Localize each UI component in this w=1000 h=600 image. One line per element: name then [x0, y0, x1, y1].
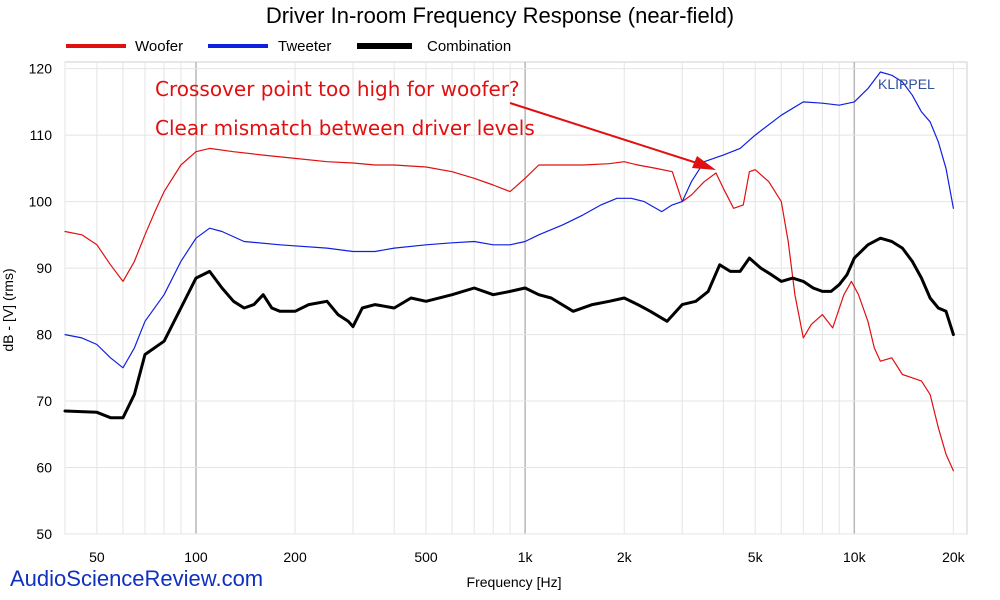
y-tick-labels: 50 60 70 80 90 100 110 120 — [29, 61, 53, 542]
series-layer — [63, 71, 955, 472]
annotation-arrow-head — [692, 156, 716, 170]
annotation-mismatch: Clear mismatch between driver levels — [155, 116, 535, 140]
x-tick-label: 100 — [184, 549, 208, 565]
series-line-woofer — [64, 147, 954, 472]
x-axis-label: Frequency [Hz] — [467, 574, 562, 590]
y-tick-label: 70 — [36, 393, 52, 409]
y-axis-label: dB - [V] (rms) — [0, 268, 16, 351]
x-tick-label: 2k — [617, 549, 633, 565]
y-tick-label: 60 — [36, 460, 52, 476]
y-tick-label: 80 — [36, 327, 52, 343]
site-credit: AudioScienceReview.com — [10, 566, 263, 591]
legend-label-tweeter: Tweeter — [278, 38, 331, 55]
annotation-arrow-line — [509, 102, 701, 165]
y-tick-label: 120 — [29, 61, 53, 77]
legend-label-woofer: Woofer — [135, 38, 183, 55]
x-tick-label: 10k — [843, 549, 867, 565]
series-line-tweeter — [64, 71, 954, 369]
annotation-crossover: Crossover point too high for woofer? — [155, 77, 520, 101]
x-tick-labels: 50 100 200 500 1k 2k 5k 10k 20k — [89, 549, 966, 565]
chart-title: Driver In-room Frequency Response (near-… — [266, 3, 734, 28]
x-tick-label: 1k — [518, 549, 534, 565]
legend-label-combination: Combination — [427, 38, 511, 55]
annotation-arrow — [509, 102, 716, 170]
y-tick-label: 110 — [30, 127, 53, 143]
y-gridlines — [65, 68, 967, 535]
x-gridlines — [64, 62, 954, 534]
x-tick-label: 200 — [283, 549, 307, 565]
x-tick-label: 5k — [748, 549, 764, 565]
y-tick-label: 100 — [29, 194, 53, 210]
x-tick-label: 500 — [414, 549, 438, 565]
x-tick-label: 20k — [942, 549, 966, 565]
klippel-watermark: KLIPPEL — [878, 76, 935, 92]
y-tick-label: 50 — [36, 526, 52, 542]
x-tick-label: 50 — [89, 549, 105, 565]
y-tick-label: 90 — [36, 260, 52, 276]
legend: Woofer Tweeter Combination — [66, 38, 511, 55]
series-line-combination — [63, 236, 955, 420]
